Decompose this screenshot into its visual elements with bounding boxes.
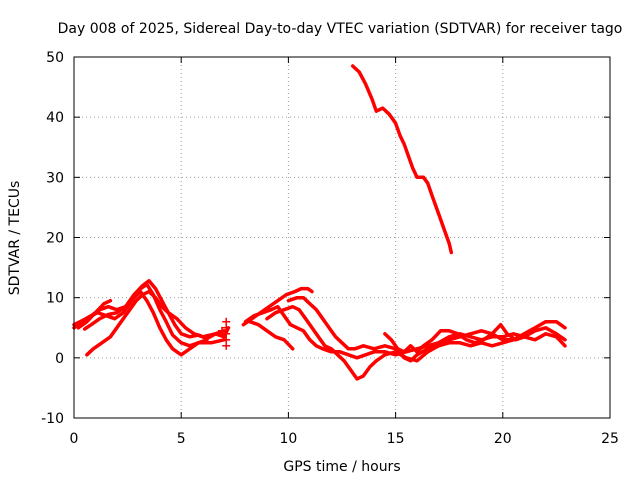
series-track-l	[350, 64, 454, 255]
x-tick-label: 15	[387, 431, 405, 447]
grid-lines	[74, 57, 610, 418]
x-tick-label: 0	[70, 431, 79, 447]
y-tick-label: 10	[46, 291, 64, 307]
x-tick-label: 5	[177, 431, 186, 447]
series-track-g	[243, 304, 567, 360]
y-axis-label: SDTVAR / TECUs	[7, 181, 23, 296]
data-point-marker	[217, 326, 226, 335]
series-track-h	[248, 319, 295, 351]
y-tick-label: 30	[46, 170, 64, 186]
y-tick-label: 20	[46, 231, 64, 247]
series-track-i	[265, 304, 567, 381]
series-track-d	[85, 289, 226, 357]
series-track-a	[82, 279, 231, 341]
data-series	[72, 64, 567, 381]
x-tick-label: 25	[601, 431, 619, 447]
x-tick-label: 20	[494, 431, 512, 447]
chart-title: Day 008 of 2025, Sidereal Day-to-day VTE…	[58, 21, 623, 37]
y-tick-label: 0	[55, 351, 64, 367]
x-tick-label: 10	[279, 431, 297, 447]
y-tick-label: 40	[46, 110, 64, 126]
x-axis-label: GPS time / hours	[283, 459, 400, 475]
y-tick-label: -10	[41, 411, 64, 427]
series-track-e	[76, 298, 113, 330]
plot-frame	[73, 56, 611, 419]
series-track-j	[286, 295, 567, 363]
data-point-marker	[222, 341, 231, 350]
axis-ticks: 0 5 10 15 20 25 -10 0 10 20 30 40 50	[41, 50, 619, 447]
series-track-k	[383, 322, 526, 354]
y-tick-label: 50	[46, 50, 64, 66]
